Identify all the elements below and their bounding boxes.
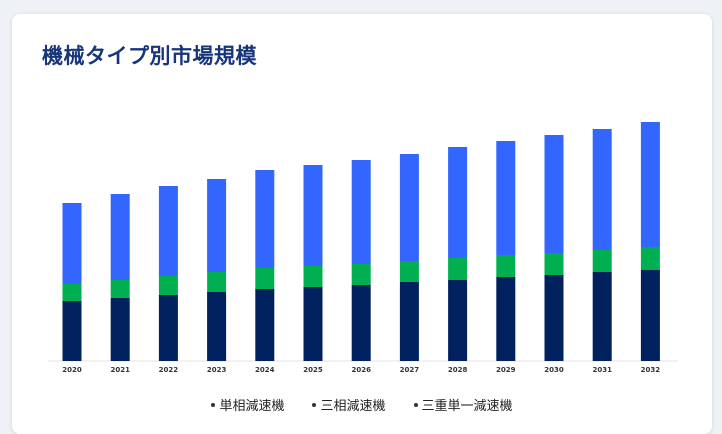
legend-label: 三重単一減速機 — [421, 399, 513, 414]
bar-segment-2024-series-3[interactable] — [255, 170, 275, 268]
legend-bullet-icon — [312, 402, 317, 407]
legend-bullet-icon — [211, 402, 216, 407]
bar-segment-2029-series-1[interactable] — [496, 277, 516, 361]
x-tick-label: 2030 — [544, 366, 564, 374]
bar-segment-2031-series-2[interactable] — [592, 250, 612, 272]
bar-segment-2023-series-2[interactable] — [207, 272, 227, 292]
bar-segment-2031-series-3[interactable] — [592, 129, 612, 250]
bar-segment-2032-series-1[interactable] — [640, 270, 660, 361]
chart-card: 機械タイプ別市場規模 2020 2021 2022 2023 2024 2025 2026 2… — [12, 14, 712, 434]
bar-segment-2029-series-2[interactable] — [496, 255, 516, 277]
bar-segment-2021-series-3[interactable] — [110, 194, 130, 280]
bar-segment-2022-series-1[interactable] — [158, 295, 178, 361]
bar-segment-2020-series-1[interactable] — [62, 301, 82, 361]
bar-segment-2027-series-3[interactable] — [399, 154, 419, 261]
bar-segment-2030-series-3[interactable] — [544, 135, 564, 253]
legend: 単相減速機 三相減速機 三重単一減速機 — [12, 395, 712, 414]
x-tick-label: 2028 — [448, 366, 468, 374]
x-tick-label: 2023 — [207, 366, 227, 374]
bar-segment-2025-series-3[interactable] — [303, 165, 323, 266]
bar-segment-2022-series-2[interactable] — [158, 276, 178, 295]
bar-segment-2025-series-2[interactable] — [303, 266, 323, 287]
legend-item-series-1[interactable]: 単相減速機 — [211, 395, 284, 414]
bar-segment-2030-series-1[interactable] — [544, 275, 564, 361]
bar-segment-2021-series-2[interactable] — [110, 280, 130, 298]
x-tick-label: 2027 — [400, 366, 420, 374]
x-tick-label: 2032 — [641, 366, 661, 374]
legend-bullet-icon — [413, 402, 418, 407]
chart-title: 機械タイプ別市場規模 — [42, 44, 257, 68]
bar-segment-2028-series-2[interactable] — [448, 258, 468, 280]
bar-segment-2022-series-3[interactable] — [158, 186, 178, 276]
x-tick-label: 2024 — [255, 366, 275, 374]
x-tick-label: 2026 — [351, 366, 371, 374]
bar-segment-2031-series-1[interactable] — [592, 272, 612, 361]
bar-segment-2023-series-3[interactable] — [207, 179, 227, 272]
bar-segment-2023-series-1[interactable] — [207, 292, 227, 361]
bar-segment-2024-series-1[interactable] — [255, 289, 275, 361]
x-tick-label: 2020 — [62, 366, 82, 374]
x-tick-label: 2029 — [496, 366, 516, 374]
x-tick-label: 2021 — [110, 366, 130, 374]
bar-segment-2027-series-2[interactable] — [399, 261, 419, 282]
bar-segment-2026-series-3[interactable] — [351, 160, 371, 264]
legend-label: 三相減速機 — [320, 399, 386, 414]
bar-segment-2032-series-2[interactable] — [640, 247, 660, 270]
bar-segment-2028-series-3[interactable] — [448, 147, 468, 258]
legend-label: 単相減速機 — [219, 399, 285, 414]
bar-segment-2021-series-1[interactable] — [110, 298, 130, 361]
bar-segment-2029-series-3[interactable] — [496, 141, 516, 255]
legend-item-series-2[interactable]: 三相減速機 — [312, 395, 386, 414]
legend-item-series-3[interactable]: 三重単一減速機 — [413, 395, 513, 414]
bar-segment-2027-series-1[interactable] — [399, 282, 419, 361]
bar-segment-2028-series-1[interactable] — [448, 280, 468, 361]
bar-segment-2020-series-2[interactable] — [62, 284, 82, 301]
x-tick-label: 2031 — [592, 366, 612, 374]
bar-segment-2024-series-2[interactable] — [255, 268, 275, 289]
stacked-bar-chart: 2020 2021 2022 2023 2024 2025 2026 2027 2028 2029… — [48, 122, 678, 374]
bar-segment-2020-series-3[interactable] — [62, 203, 82, 284]
bar-segment-2032-series-3[interactable] — [640, 122, 660, 247]
bar-segment-2026-series-2[interactable] — [351, 264, 371, 285]
x-tick-label: 2022 — [159, 366, 179, 374]
bar-segment-2030-series-2[interactable] — [544, 253, 564, 275]
x-tick-labels: 2020 2021 2022 2023 2024 2025 2026 2027 2028 2029… — [62, 366, 660, 374]
bar-segment-2026-series-1[interactable] — [351, 285, 371, 361]
x-tick-label: 2025 — [303, 366, 323, 374]
bar-segment-2025-series-1[interactable] — [303, 287, 323, 361]
bars-group — [62, 122, 660, 361]
